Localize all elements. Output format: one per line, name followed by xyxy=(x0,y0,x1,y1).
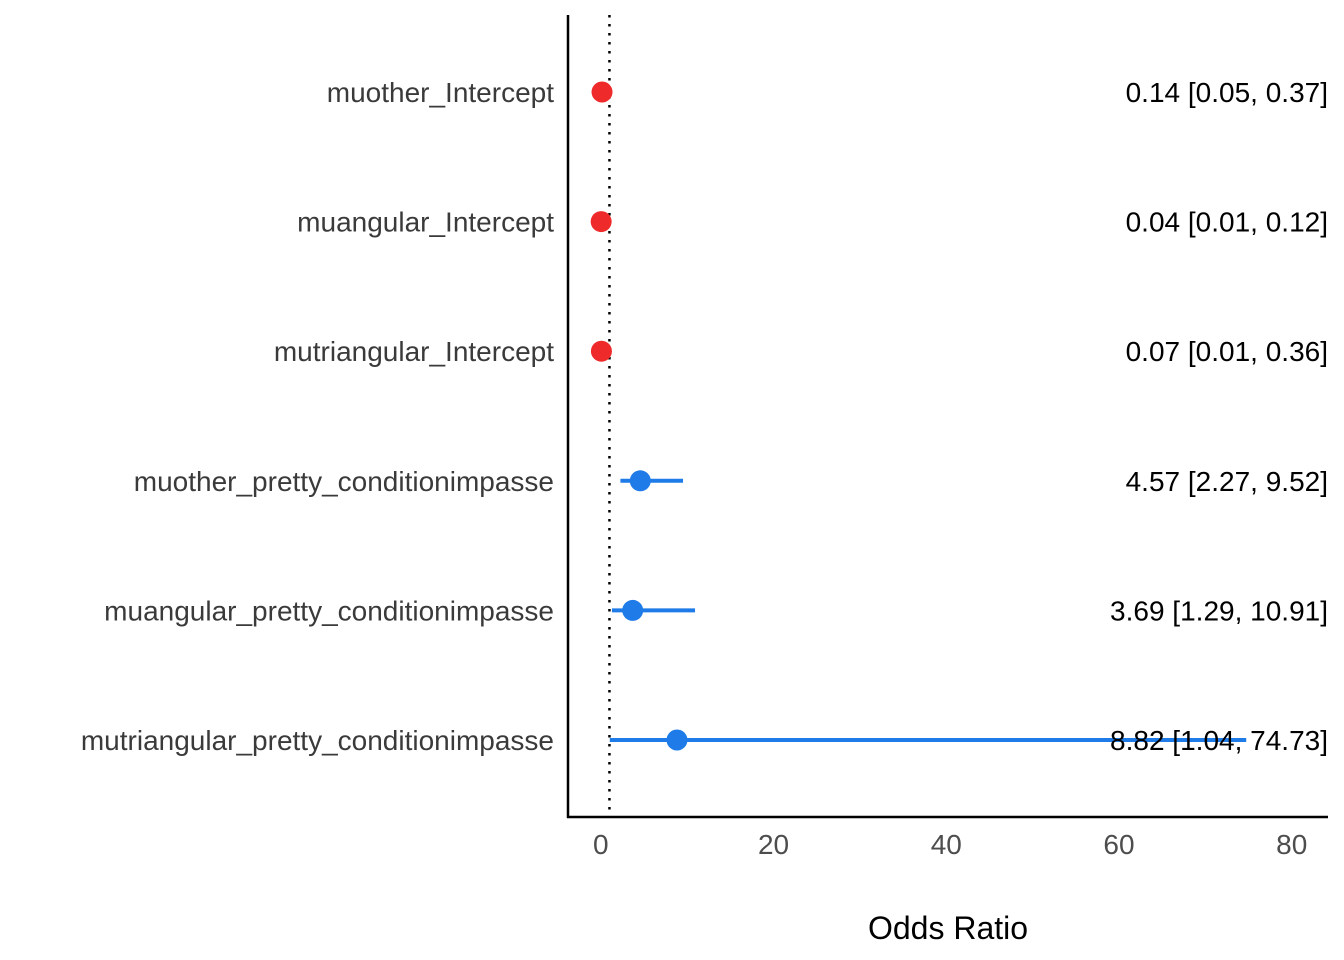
estimate-points xyxy=(590,81,688,751)
x-tick-label: 40 xyxy=(931,829,962,860)
estimate-point xyxy=(591,81,613,103)
x-tick-label: 20 xyxy=(758,829,789,860)
value-labels: 0.14 [0.05, 0.37] 0.04 [0.01, 0.12] 0.07 [… xyxy=(1110,77,1328,756)
term-label: muangular_pretty_conditionimpasse xyxy=(104,595,554,626)
estimate-point xyxy=(629,470,651,492)
term-labels: muother_Intercept muangular_Interceptmutr… xyxy=(81,77,554,756)
term-label: mutriangular_pretty_conditionimpasse xyxy=(81,725,554,756)
estimate-point xyxy=(622,599,644,621)
value-label: 8.82 [1.04, 74.73] xyxy=(1110,725,1328,756)
value-label: 0.07 [0.01, 0.36] xyxy=(1126,336,1328,367)
value-label: 3.69 [1.29, 10.91] xyxy=(1110,595,1328,626)
term-label: muangular_Intercept xyxy=(297,207,554,238)
x-axis-ticks: 0 20 40 60 80 xyxy=(593,829,1307,860)
term-label: muother_pretty_conditionimpasse xyxy=(134,466,554,497)
estimate-point xyxy=(590,211,612,233)
confidence-intervals xyxy=(600,90,1247,742)
x-tick-label: 60 xyxy=(1103,829,1134,860)
estimate-point xyxy=(666,729,688,751)
value-label: 0.14 [0.05, 0.37] xyxy=(1126,77,1328,108)
estimate-point xyxy=(590,340,612,362)
value-label: 4.57 [2.27, 9.52] xyxy=(1126,466,1328,497)
term-label: mutriangular_Intercept xyxy=(274,336,554,367)
value-label: 0.04 [0.01, 0.12] xyxy=(1126,207,1328,238)
x-tick-label: 80 xyxy=(1276,829,1307,860)
x-tick-label: 0 xyxy=(593,829,609,860)
term-label: muother_Intercept xyxy=(327,77,554,108)
x-axis-title: Odds Ratio xyxy=(868,910,1028,946)
